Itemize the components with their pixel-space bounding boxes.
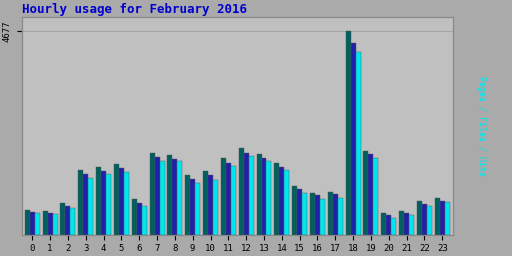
- Bar: [66, 206, 70, 234]
- Bar: [167, 155, 173, 234]
- Bar: [78, 170, 83, 234]
- Bar: [96, 167, 101, 234]
- Bar: [369, 154, 373, 234]
- Bar: [124, 172, 129, 234]
- Bar: [404, 213, 409, 234]
- Bar: [422, 204, 427, 234]
- Bar: [373, 158, 378, 234]
- Bar: [60, 203, 66, 234]
- Bar: [25, 210, 30, 234]
- Bar: [195, 183, 200, 234]
- Bar: [274, 163, 280, 234]
- Bar: [101, 171, 106, 234]
- Bar: [315, 195, 320, 234]
- Bar: [292, 186, 297, 234]
- Bar: [70, 208, 75, 234]
- Bar: [338, 198, 343, 234]
- Bar: [231, 166, 236, 234]
- Bar: [320, 199, 325, 234]
- Bar: [351, 43, 356, 234]
- Bar: [445, 202, 450, 234]
- Text: Pages / Files / Hits: Pages / Files / Hits: [477, 76, 486, 176]
- Bar: [440, 200, 445, 234]
- Bar: [356, 52, 360, 234]
- Bar: [267, 161, 271, 234]
- Bar: [239, 148, 244, 234]
- Bar: [249, 156, 253, 234]
- Bar: [190, 179, 195, 234]
- Bar: [346, 31, 351, 234]
- Bar: [409, 215, 414, 234]
- Bar: [427, 206, 432, 234]
- Bar: [310, 193, 315, 234]
- Bar: [142, 206, 146, 234]
- Bar: [387, 215, 391, 234]
- Bar: [53, 215, 57, 234]
- Bar: [42, 211, 48, 234]
- Bar: [226, 163, 231, 234]
- Bar: [30, 212, 35, 234]
- Bar: [244, 153, 249, 234]
- Bar: [185, 175, 190, 234]
- Bar: [381, 213, 387, 234]
- Bar: [88, 177, 93, 234]
- Bar: [280, 167, 284, 234]
- Text: Hourly usage for February 2016: Hourly usage for February 2016: [22, 3, 246, 16]
- Bar: [435, 198, 440, 234]
- Bar: [221, 158, 226, 234]
- Bar: [155, 157, 160, 234]
- Bar: [177, 161, 182, 234]
- Bar: [208, 175, 213, 234]
- Bar: [297, 189, 302, 234]
- Bar: [262, 158, 267, 234]
- Bar: [257, 154, 262, 234]
- Bar: [302, 193, 307, 234]
- Bar: [35, 213, 40, 234]
- Bar: [83, 174, 88, 234]
- Bar: [137, 203, 142, 234]
- Bar: [213, 180, 218, 234]
- Bar: [119, 168, 124, 234]
- Bar: [399, 211, 404, 234]
- Bar: [333, 195, 338, 234]
- Bar: [132, 199, 137, 234]
- Bar: [417, 201, 422, 234]
- Bar: [203, 171, 208, 234]
- Bar: [284, 170, 289, 234]
- Bar: [48, 213, 53, 234]
- Bar: [150, 153, 155, 234]
- Bar: [160, 161, 164, 234]
- Bar: [106, 174, 111, 234]
- Bar: [364, 151, 369, 234]
- Bar: [328, 192, 333, 234]
- Bar: [173, 159, 177, 234]
- Bar: [391, 218, 396, 234]
- Bar: [114, 164, 119, 234]
